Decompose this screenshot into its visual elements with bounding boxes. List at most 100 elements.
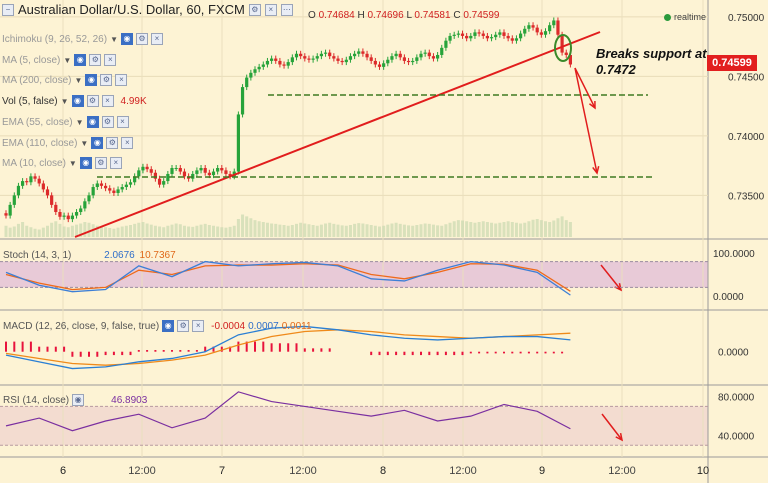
ohlc-value: 0.74599 [463, 10, 500, 21]
indicator-bands [0, 261, 708, 446]
visibility-icon[interactable]: ◉ [91, 137, 104, 149]
status-dot-icon [664, 13, 671, 21]
candle-body [79, 208, 83, 213]
visibility-icon[interactable]: ◉ [85, 74, 98, 86]
candle-body [137, 170, 141, 177]
volume-bar [286, 225, 290, 237]
volume-bar [448, 222, 452, 237]
candle-body [390, 56, 394, 60]
volume-bar [70, 225, 74, 237]
indicator-row[interactable]: MA (5, close) ▼ ◉ ⚙ × [2, 54, 117, 66]
volume-bar [311, 225, 315, 237]
candle-body [519, 33, 523, 39]
candle-body [203, 167, 207, 173]
volume-bar [568, 222, 572, 237]
settings-icon[interactable]: ⚙ [89, 54, 102, 66]
volume-bar [473, 222, 477, 237]
candle-body [340, 60, 344, 63]
rsi-line [5, 391, 571, 432]
candle-body [29, 176, 33, 183]
macd-close-icon[interactable]: × [192, 320, 205, 332]
volume-bar [12, 226, 16, 237]
visibility-icon[interactable]: ◉ [120, 33, 133, 45]
indicator-row[interactable]: MA (10, close) ▼ ◉ ⚙ × [2, 157, 122, 169]
settings-icon[interactable]: ⚙ [101, 116, 114, 128]
candle-body [423, 52, 427, 54]
indicator-row[interactable]: MA (200, close) ▼ ◉ ⚙ × [2, 74, 128, 86]
close-icon[interactable]: × [116, 116, 129, 128]
rsi-visibility-icon[interactable]: ◉ [72, 394, 85, 406]
candle-body [178, 167, 182, 172]
candle-body [465, 35, 469, 39]
visibility-icon[interactable]: ◉ [86, 116, 99, 128]
more-icon[interactable]: ⋯ [280, 3, 293, 16]
candle-body [245, 77, 249, 88]
indicator-row[interactable]: Vol (5, false) ▼ ◉ ⚙ × 4.99K [2, 95, 147, 107]
visibility-icon[interactable]: ◉ [74, 54, 87, 66]
settings-icon[interactable]: ⚙ [135, 33, 148, 45]
settings-icon[interactable]: ⚙ [106, 137, 119, 149]
volume-bar [494, 223, 498, 237]
volume-bar [236, 219, 240, 237]
macd-settings-icon[interactable]: ⚙ [177, 320, 190, 332]
chevron-down-icon[interactable]: ▼ [75, 117, 84, 127]
volume-bar [278, 224, 282, 237]
volume-bar [158, 226, 162, 237]
volume-bar [116, 227, 120, 237]
close-icon[interactable]: × [264, 3, 277, 16]
volume-bar [407, 225, 411, 237]
settings-icon[interactable]: ⚙ [94, 157, 107, 169]
chevron-down-icon[interactable]: ▼ [80, 138, 89, 148]
candle-body [377, 64, 382, 67]
close-icon[interactable]: × [121, 137, 134, 149]
close-icon[interactable]: × [150, 33, 163, 45]
collapse-icon[interactable]: − [2, 3, 14, 16]
volume-bar [270, 223, 274, 237]
volume-bar [41, 227, 45, 237]
indicator-label: MA (5, close) [2, 54, 61, 66]
indicator-label: Ichimoku (9, 26, 52, 26) [2, 33, 108, 45]
candle-body [344, 59, 348, 63]
chevron-down-icon[interactable]: ▼ [110, 34, 118, 44]
stoch-arrow-head [614, 283, 623, 292]
settings-icon[interactable]: ⚙ [86, 95, 99, 107]
candle-body [460, 33, 465, 36]
candle-body [506, 35, 510, 39]
close-icon[interactable]: × [104, 54, 117, 66]
volume-bar [162, 227, 166, 237]
macd-visibility-icon[interactable]: ◉ [162, 320, 175, 332]
volume-bar [531, 219, 535, 237]
macd-value-2: 0.0007 [248, 320, 279, 332]
visibility-icon[interactable]: ◉ [79, 157, 92, 169]
close-icon[interactable]: × [115, 74, 128, 86]
chevron-down-icon[interactable]: ▼ [63, 55, 72, 65]
volume-bar [402, 224, 406, 237]
candle-body [436, 54, 440, 59]
candle-body [402, 57, 406, 61]
close-icon[interactable]: × [109, 157, 122, 169]
volume-bar [182, 225, 186, 237]
macd-value-1: -0.0004 [211, 320, 246, 332]
ohlc-key: L [406, 10, 415, 21]
candle-body [153, 172, 157, 179]
candle-body [162, 181, 166, 185]
indicator-row[interactable]: EMA (55, close) ▼ ◉ ⚙ × [2, 116, 129, 128]
volume-bar [8, 227, 12, 237]
volume-bar [282, 225, 286, 237]
close-icon[interactable]: × [101, 95, 114, 107]
candle-body [427, 52, 431, 57]
visibility-icon[interactable]: ◉ [71, 95, 84, 107]
settings-icon[interactable]: ⚙ [100, 74, 113, 86]
indicator-row[interactable]: EMA (110, close) ▼ ◉ ⚙ × [2, 137, 134, 149]
candle-body [50, 195, 54, 205]
candle-body [112, 190, 116, 193]
candle-body [394, 53, 398, 57]
chevron-down-icon[interactable]: ▼ [68, 158, 77, 168]
indicator-row[interactable]: Ichimoku (9, 26, 52, 26) ▼ ◉ ⚙ × [2, 33, 163, 45]
candle-body [16, 185, 21, 196]
settings-icon[interactable]: ⚙ [248, 3, 261, 16]
chevron-down-icon[interactable]: ▼ [60, 96, 69, 106]
candle-body [216, 167, 220, 172]
chevron-down-icon[interactable]: ▼ [74, 75, 83, 85]
volume-bar [249, 218, 253, 237]
